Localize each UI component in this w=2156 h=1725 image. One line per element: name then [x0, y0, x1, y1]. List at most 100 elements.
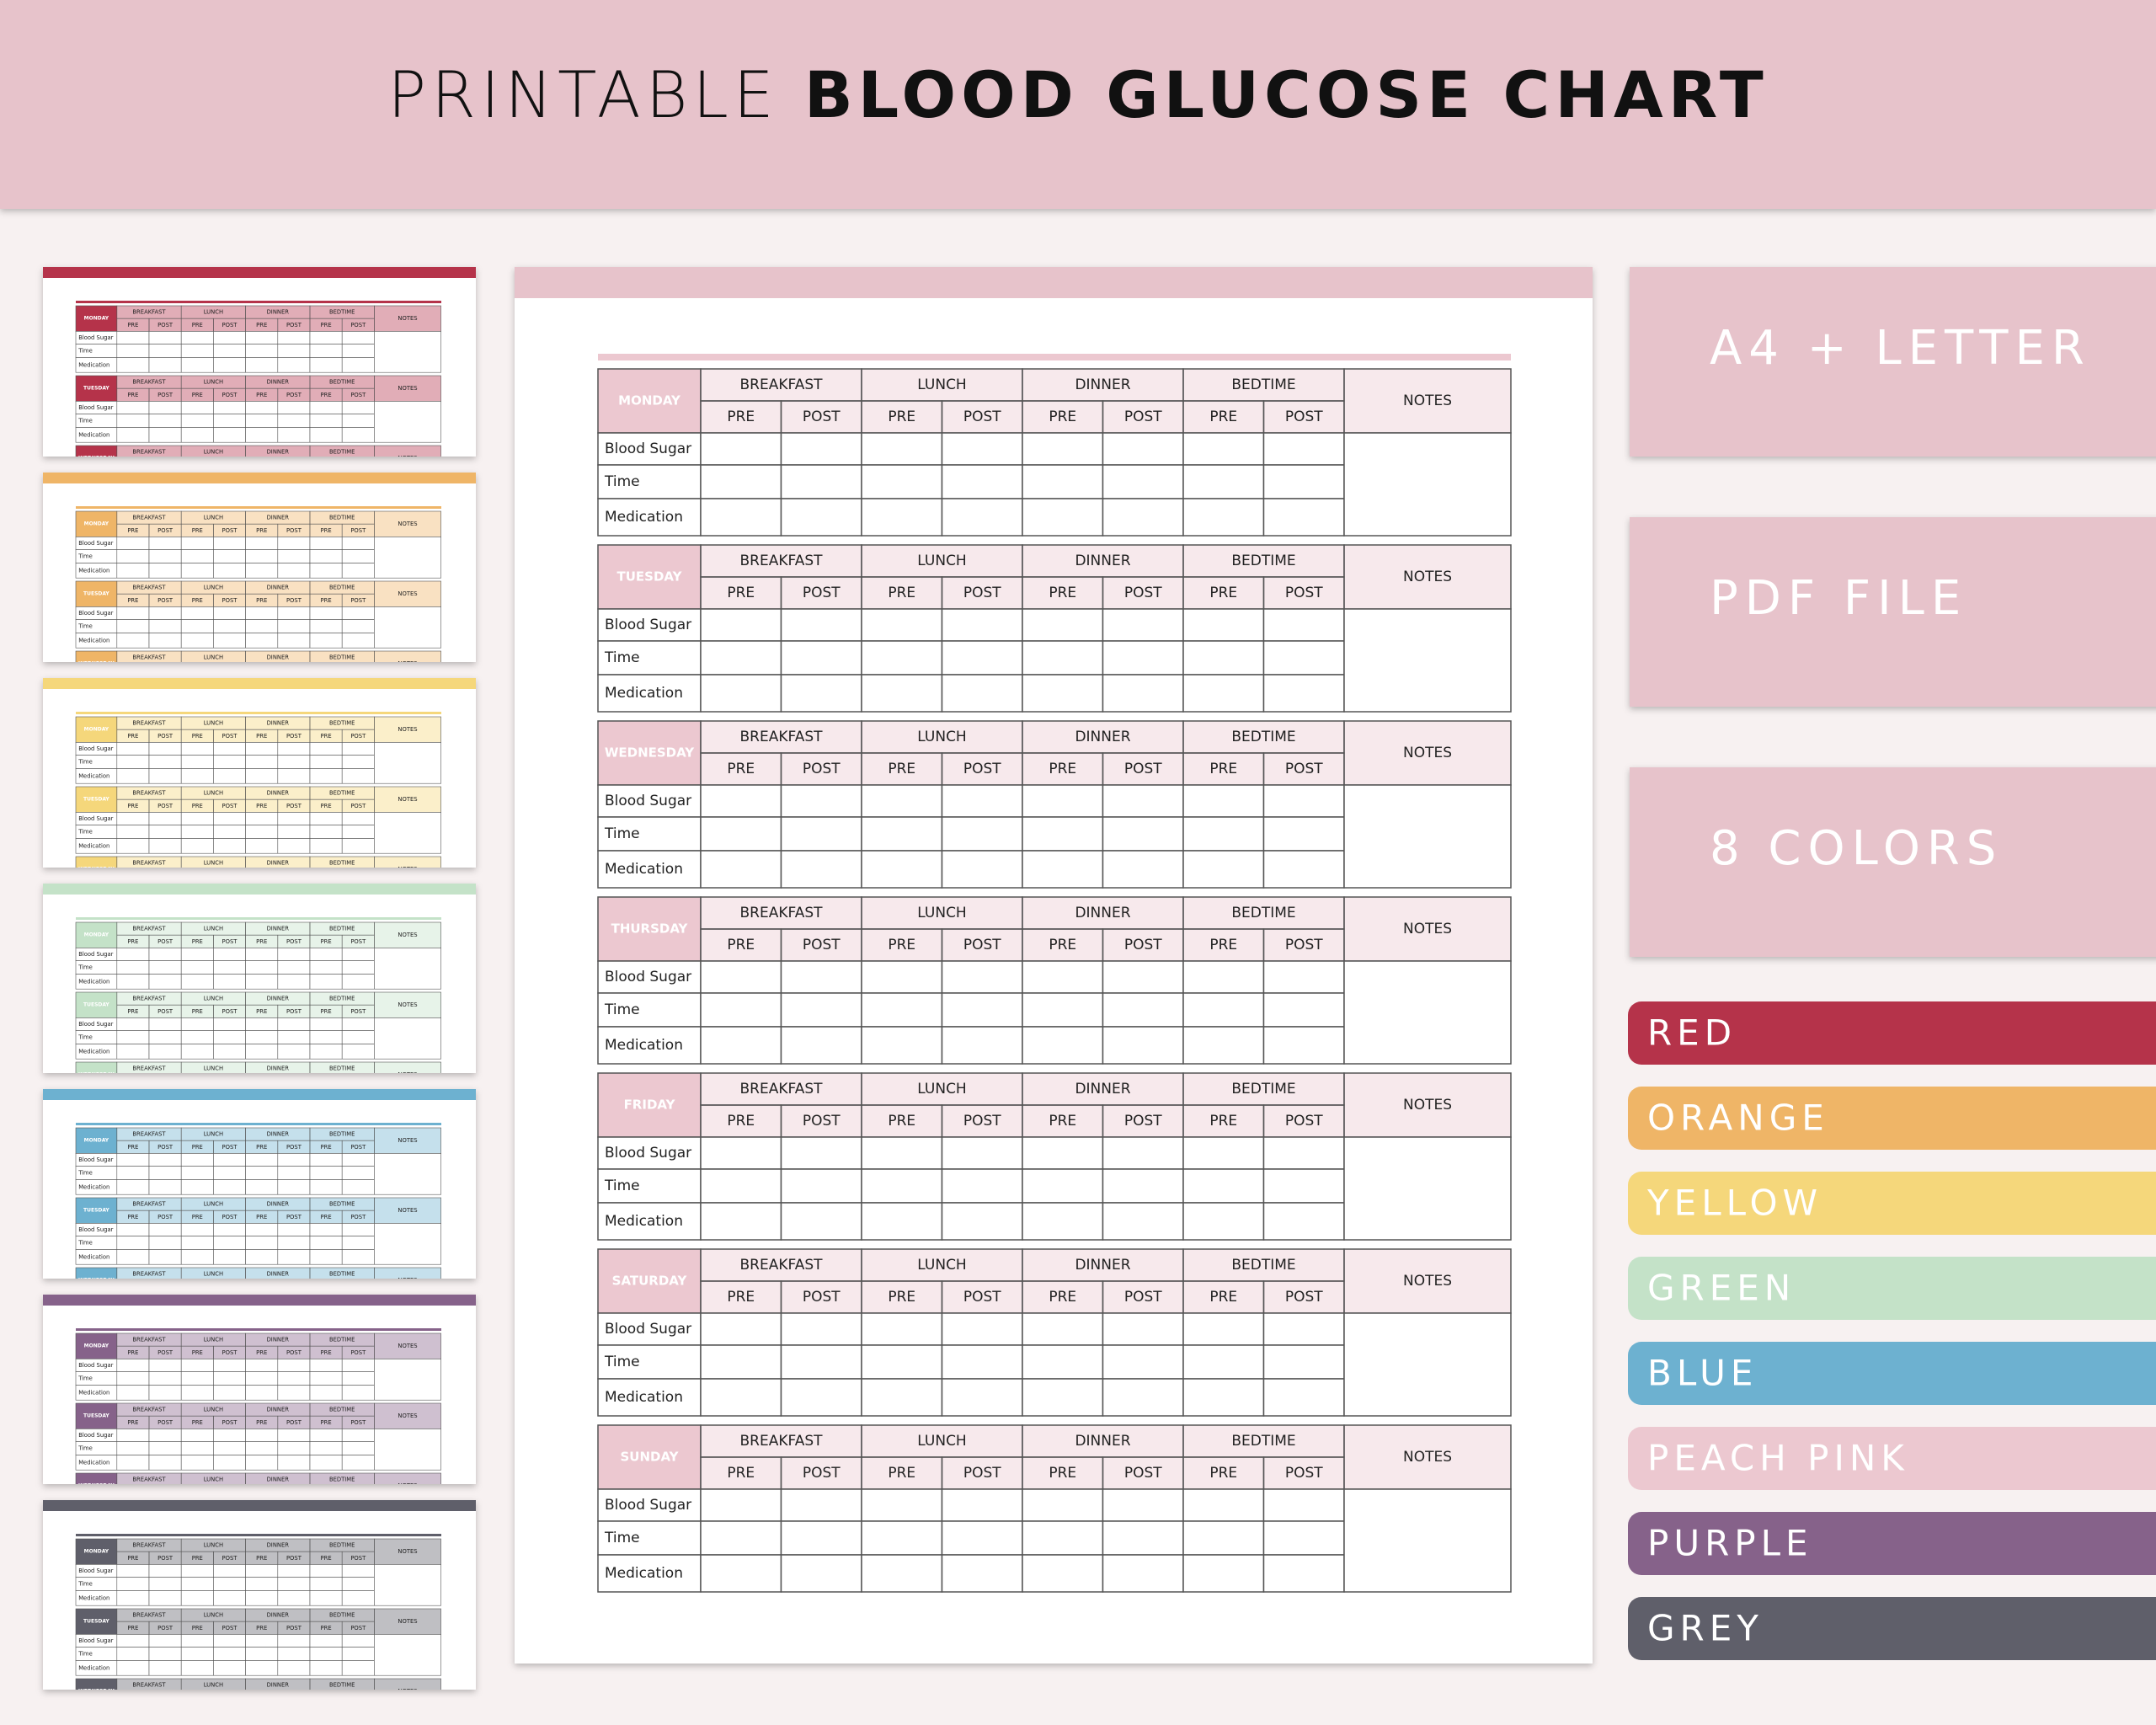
- row-label: Time: [77, 829, 93, 836]
- row-label: Medication: [78, 1459, 109, 1466]
- entry-cell: [213, 755, 246, 769]
- row-label: Time: [604, 825, 640, 842]
- notes-header: [374, 786, 441, 813]
- entry-cell: [245, 1030, 279, 1044]
- day-label: TUESDAY: [83, 1413, 109, 1419]
- day-cell: [75, 510, 118, 537]
- sub-label: PRE: [256, 733, 267, 740]
- entry-cell: [1262, 608, 1345, 642]
- sub-label: PRE: [321, 803, 332, 809]
- sub-label: PRE: [321, 1625, 332, 1632]
- entry-cell: [213, 537, 246, 550]
- entry-cell: [180, 742, 214, 756]
- notes-header: [374, 375, 441, 402]
- sub-header: [780, 576, 862, 610]
- entry-cell: [309, 331, 343, 344]
- entry-cell: [309, 1179, 343, 1195]
- entry-cell: [116, 1564, 150, 1578]
- sub-label: PRE: [1049, 1289, 1076, 1306]
- entry-cell: [1262, 640, 1345, 676]
- row-label-cell: [597, 992, 702, 1028]
- entry-cell: [341, 948, 375, 961]
- sub-label: PRE: [727, 409, 755, 425]
- color-label: YELLOW: [1646, 1183, 1822, 1224]
- sub-label: POST: [350, 803, 366, 809]
- entry-cell: [861, 992, 943, 1028]
- entry-cell: [861, 1312, 943, 1346]
- day-cell: [597, 544, 702, 610]
- sub-label: POST: [157, 322, 173, 328]
- sub-label: PRE: [1209, 1289, 1237, 1306]
- entry-cell: [245, 563, 279, 579]
- entry-cell: [700, 608, 782, 642]
- entry-cell: [1102, 640, 1184, 676]
- day-label: MONDAY: [84, 1343, 109, 1349]
- meal-label: DINNER: [267, 1542, 290, 1549]
- entry-cell: [180, 960, 214, 975]
- row-label: Blood Sugar: [78, 334, 113, 341]
- notes-header: [374, 716, 441, 743]
- row-label: Blood Sugar: [78, 1637, 113, 1644]
- entry-cell: [180, 1564, 214, 1578]
- entry-cell: [148, 563, 182, 579]
- entry-cell: [941, 960, 1023, 994]
- meal-label: LUNCH: [917, 905, 966, 921]
- entry-cell: [1182, 1554, 1265, 1593]
- entry-cell: [116, 427, 150, 443]
- entry-cell: [116, 755, 150, 769]
- day-cell: [75, 1127, 118, 1154]
- meal-label: BREAKFAST: [132, 1682, 166, 1689]
- entry-cell: [277, 1455, 311, 1471]
- entry-cell: [1262, 1312, 1345, 1346]
- meal-label: BEDTIME: [329, 585, 355, 591]
- entry-cell: [1102, 432, 1184, 466]
- meal-label: BEDTIME: [329, 1407, 355, 1413]
- sub-header: [1102, 1456, 1184, 1490]
- entry-cell: [700, 1026, 782, 1065]
- entry-cell: [116, 1371, 150, 1386]
- entry-cell: [309, 1634, 343, 1648]
- row-label: Medication: [605, 1389, 683, 1406]
- row-label-cell: [597, 1026, 702, 1065]
- meal-label: BREAKFAST: [132, 309, 166, 316]
- notes-header: [374, 1678, 441, 1690]
- meal-header: [861, 896, 1023, 930]
- entry-cell: [309, 1577, 343, 1591]
- day-label: MONDAY: [618, 393, 681, 409]
- entry-cell: [861, 850, 943, 889]
- entry-cell: [941, 992, 1023, 1028]
- day-label: MONDAY: [84, 932, 109, 938]
- sub-label: PRE: [888, 937, 915, 953]
- sub-label: POST: [286, 1349, 302, 1356]
- notes-cell: [374, 1017, 441, 1060]
- row-label: Blood Sugar: [78, 610, 113, 617]
- entry-cell: [861, 432, 943, 466]
- entry-cell: [1022, 1344, 1104, 1380]
- entry-cell: [700, 992, 782, 1028]
- entry-cell: [277, 825, 311, 839]
- entry-cell: [213, 549, 246, 563]
- notes-header: [1343, 1072, 1512, 1138]
- sub-label: PRE: [127, 1625, 138, 1632]
- sub-label: PRE: [256, 597, 267, 604]
- entry-cell: [277, 619, 311, 633]
- entry-cell: [341, 1371, 375, 1386]
- meal-label: BEDTIME: [329, 1682, 355, 1689]
- entry-cell: [341, 812, 375, 825]
- meal-label: BREAKFAST: [739, 377, 823, 393]
- entry-cell: [245, 1429, 279, 1442]
- notes-cell: [374, 1359, 441, 1401]
- sub-label: POST: [963, 1465, 1001, 1482]
- notes-cell: [1343, 1488, 1512, 1593]
- entry-cell: [309, 1647, 343, 1661]
- notes-cell: [1343, 1136, 1512, 1241]
- entry-cell: [861, 640, 943, 676]
- sub-label: POST: [222, 1625, 238, 1632]
- row-label: Medication: [605, 509, 683, 526]
- entry-cell: [1102, 850, 1184, 889]
- title-light: PRINTABLE: [387, 57, 779, 132]
- sub-header: [1102, 928, 1184, 962]
- sub-header: [1022, 928, 1104, 962]
- entry-cell: [1022, 608, 1104, 642]
